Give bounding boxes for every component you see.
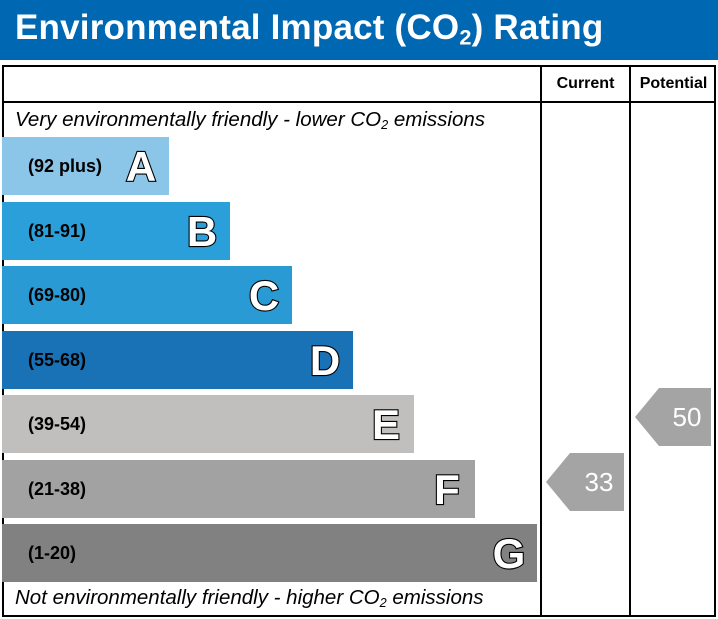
- band-f: (21-38) F: [2, 460, 475, 518]
- band-c: (69-80) C: [2, 266, 292, 324]
- band-range-label: (21-38): [28, 479, 87, 499]
- band-range-label: (81-91): [28, 221, 87, 241]
- band-letter-d: D: [309, 336, 342, 385]
- band-letter-a: A: [125, 142, 158, 191]
- band-range-label: (55-68): [28, 350, 87, 370]
- current-rating-arrow-value: 33: [585, 467, 614, 497]
- band-letter-e: E: [371, 400, 401, 449]
- band-b: (81-91) B: [2, 202, 230, 260]
- header-divider: [2, 101, 542, 103]
- chart-title: Environmental Impact (CO2) Rating: [15, 8, 604, 50]
- svg-text:B: B: [187, 208, 217, 255]
- band-range-label: (39-54): [28, 414, 87, 434]
- svg-text:G: G: [493, 530, 526, 577]
- band-d: (55-68) D: [2, 331, 353, 389]
- potential-rating-arrow: 50: [635, 388, 711, 446]
- chart-header: Environmental Impact (CO2) Rating: [0, 0, 718, 60]
- potential-rating-arrow-value: 50: [673, 402, 702, 432]
- band-letter-f: F: [433, 465, 461, 514]
- band-range-label: (1-20): [28, 543, 77, 563]
- band-range-label: (69-80): [28, 285, 87, 305]
- band-letter-c: C: [248, 271, 281, 320]
- band-letter-g: G: [492, 529, 527, 578]
- bottom-note: Not environmentally friendly - higher CO…: [15, 586, 484, 611]
- top-note: Very environmentally friendly - lower CO…: [15, 108, 486, 133]
- potential-column-divider: [629, 65, 631, 617]
- band-a: (92 plus) A: [2, 137, 169, 195]
- band-letter-b: B: [186, 207, 219, 256]
- current-rating-arrow: 33: [546, 453, 624, 511]
- current-column-divider: [540, 65, 542, 617]
- svg-text:F: F: [434, 466, 460, 513]
- svg-text:A: A: [126, 143, 156, 190]
- band-g: (1-20) G: [2, 524, 537, 582]
- band-range-label: (92 plus): [28, 156, 103, 176]
- svg-text:D: D: [310, 337, 340, 384]
- band-e: (39-54) E: [2, 395, 414, 453]
- current-column-header: Current: [556, 75, 615, 92]
- svg-text:C: C: [249, 272, 279, 319]
- potential-column-header: Potential: [639, 75, 708, 92]
- svg-text:E: E: [372, 401, 400, 448]
